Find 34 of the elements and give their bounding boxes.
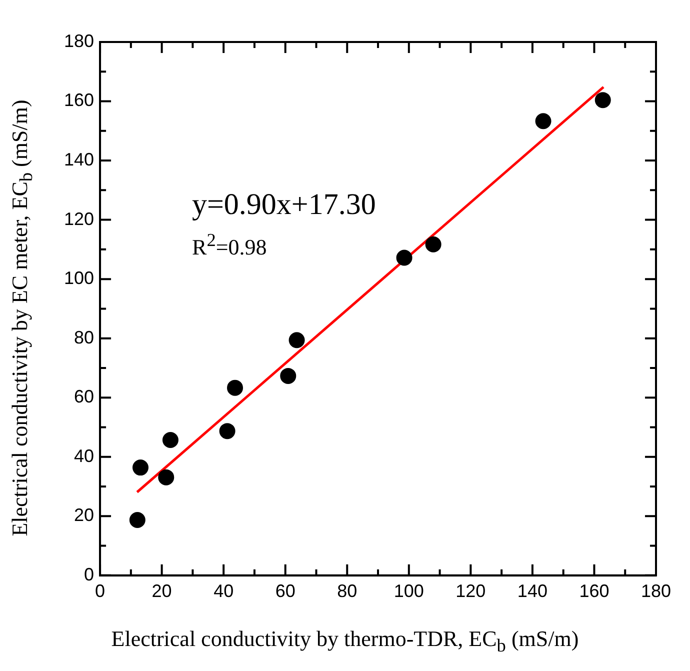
y-tick-label: 180 bbox=[64, 30, 94, 51]
point bbox=[396, 250, 412, 266]
point bbox=[288, 332, 305, 348]
y-tick-label: 160 bbox=[64, 90, 94, 110]
x-axis-title: Electrical conductivity by thermo-TDR, EC$_{b}$ (mS/m) bbox=[110, 626, 580, 656]
x-tick-label: 40 bbox=[214, 581, 234, 602]
annotation: y=0.90x+17.30 bbox=[192, 188, 376, 222]
point bbox=[158, 469, 174, 486]
point bbox=[535, 113, 552, 130]
annotation: R$^{2}$=0.98 bbox=[192, 230, 267, 260]
x-tick-label: 80 bbox=[337, 581, 358, 602]
y-tick-label: 40 bbox=[74, 446, 94, 466]
point bbox=[132, 460, 148, 476]
point bbox=[425, 236, 442, 252]
y-tick-label: 140 bbox=[64, 150, 94, 170]
point bbox=[162, 432, 178, 448]
point bbox=[280, 368, 296, 384]
y-tick-label: 20 bbox=[74, 505, 94, 526]
y-tick-label: 100 bbox=[64, 268, 94, 288]
x-tick-label: 160 bbox=[579, 581, 610, 602]
point bbox=[594, 92, 611, 108]
x-tick-label: 140 bbox=[517, 581, 548, 602]
point bbox=[227, 380, 244, 396]
y-tick-label: 120 bbox=[64, 208, 94, 229]
point bbox=[129, 512, 146, 528]
x-tick-label: 20 bbox=[152, 581, 172, 602]
y-tick-label: 0 bbox=[84, 564, 94, 584]
x-tick-label: 60 bbox=[275, 581, 296, 602]
x-tick-label: 180 bbox=[640, 581, 672, 602]
x-tick-label: 100 bbox=[394, 581, 424, 602]
x-tick-label: 120 bbox=[456, 581, 486, 602]
y-tick-label: 60 bbox=[74, 386, 94, 407]
point bbox=[219, 423, 236, 440]
y-tick-label: 80 bbox=[74, 327, 94, 348]
